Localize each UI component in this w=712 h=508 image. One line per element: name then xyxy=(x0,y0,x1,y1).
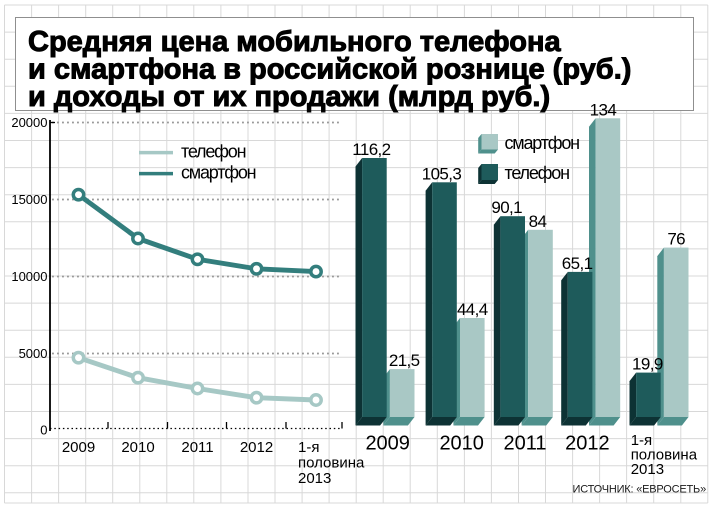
svg-text:105,3: 105,3 xyxy=(422,164,462,183)
svg-text:65,1: 65,1 xyxy=(562,254,593,273)
svg-text:2012: 2012 xyxy=(565,433,610,455)
svg-text:половина: половина xyxy=(631,447,698,464)
svg-text:10000: 10000 xyxy=(11,269,47,284)
svg-text:76: 76 xyxy=(667,230,685,249)
svg-text:44,4: 44,4 xyxy=(457,300,488,319)
svg-text:и смартфона в российской розни: и смартфона в российской рознице (руб.) xyxy=(28,54,631,86)
svg-text:84: 84 xyxy=(529,212,547,231)
svg-text:19,9: 19,9 xyxy=(632,355,663,374)
svg-text:2010: 2010 xyxy=(121,439,154,456)
svg-text:134: 134 xyxy=(590,100,617,119)
svg-text:и доходы от их продажи (млрд р: и доходы от их продажи (млрд руб.) xyxy=(28,81,550,113)
svg-text:20000: 20000 xyxy=(11,115,47,130)
svg-text:2011: 2011 xyxy=(181,439,213,456)
svg-text:2010: 2010 xyxy=(439,433,484,455)
svg-text:0: 0 xyxy=(40,423,47,438)
svg-text:телефон: телефон xyxy=(505,163,570,183)
svg-text:телефон: телефон xyxy=(181,142,246,162)
svg-text:2009: 2009 xyxy=(365,433,410,455)
svg-text:5000: 5000 xyxy=(19,346,48,361)
svg-text:2013: 2013 xyxy=(298,470,331,487)
svg-text:Средняя цена мобильного телефо: Средняя цена мобильного телефона xyxy=(28,26,561,58)
svg-text:2009: 2009 xyxy=(62,439,95,456)
svg-text:смартфон: смартфон xyxy=(505,133,580,153)
svg-text:смартфон: смартфон xyxy=(181,163,256,183)
svg-text:116,2: 116,2 xyxy=(352,140,390,159)
svg-text:1-я: 1-я xyxy=(298,439,319,456)
svg-text:2011: 2011 xyxy=(503,433,546,455)
svg-text:2012: 2012 xyxy=(240,439,273,456)
svg-text:15000: 15000 xyxy=(11,192,47,207)
svg-text:90,1: 90,1 xyxy=(491,198,522,217)
svg-text:ИСТОЧНИК: «ЕВРОСЕТЬ»: ИСТОЧНИК: «ЕВРОСЕТЬ» xyxy=(572,484,706,496)
svg-text:1-я: 1-я xyxy=(631,432,652,449)
svg-text:21,5: 21,5 xyxy=(389,351,420,370)
svg-text:половина: половина xyxy=(298,455,365,472)
svg-text:2013: 2013 xyxy=(631,461,664,478)
